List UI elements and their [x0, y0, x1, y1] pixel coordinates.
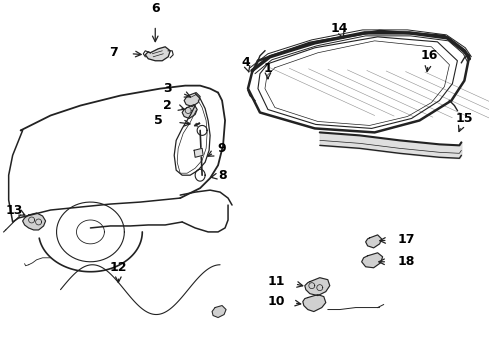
- Text: 9: 9: [218, 142, 226, 155]
- Polygon shape: [212, 306, 226, 318]
- Text: 17: 17: [397, 233, 415, 246]
- Text: 11: 11: [268, 275, 285, 288]
- Text: 4: 4: [242, 56, 250, 69]
- Polygon shape: [184, 93, 200, 107]
- Polygon shape: [23, 213, 46, 230]
- Polygon shape: [366, 235, 382, 248]
- Text: 18: 18: [397, 255, 415, 268]
- Text: 1: 1: [264, 62, 272, 75]
- Text: 10: 10: [268, 295, 285, 308]
- Text: 3: 3: [164, 82, 172, 95]
- Polygon shape: [145, 47, 170, 61]
- Polygon shape: [362, 253, 383, 268]
- Polygon shape: [305, 278, 330, 296]
- Text: 12: 12: [110, 261, 127, 274]
- Text: 5: 5: [154, 114, 163, 127]
- Text: 7: 7: [110, 46, 119, 59]
- Text: 16: 16: [421, 49, 438, 62]
- Text: 15: 15: [456, 112, 473, 125]
- Text: 6: 6: [151, 3, 160, 15]
- Text: 2: 2: [164, 99, 172, 112]
- Text: 13: 13: [6, 203, 24, 216]
- Text: 14: 14: [331, 22, 348, 35]
- Polygon shape: [303, 294, 326, 311]
- Text: 8: 8: [218, 169, 226, 182]
- Polygon shape: [194, 148, 203, 157]
- Polygon shape: [182, 104, 197, 118]
